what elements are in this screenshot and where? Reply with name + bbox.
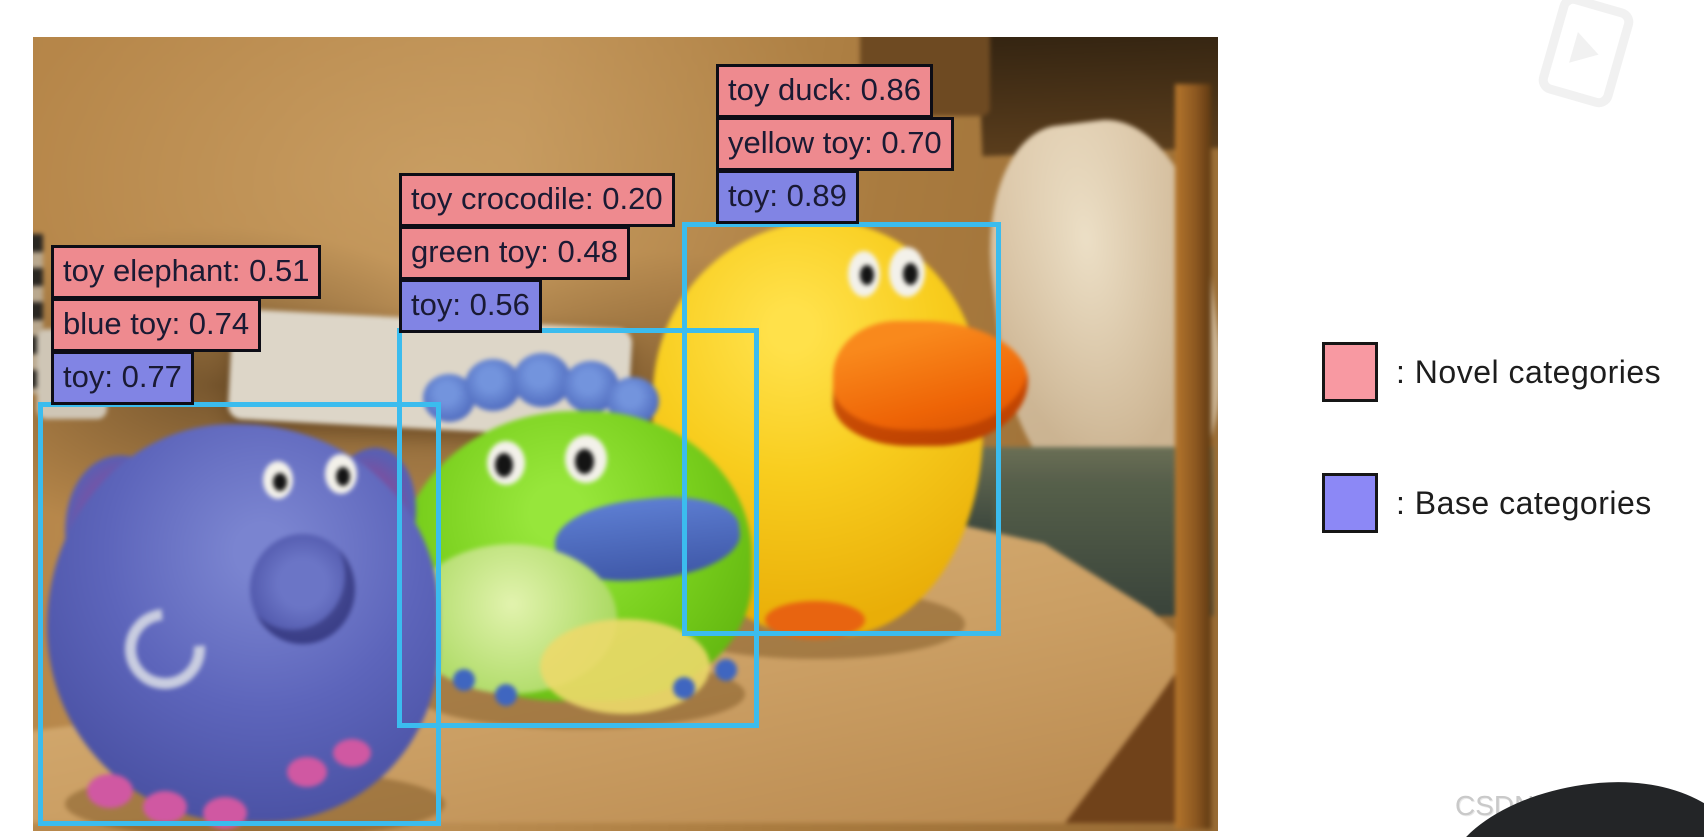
base-color-swatch — [1322, 473, 1378, 533]
elephant-toe-5 — [333, 739, 371, 767]
legend-label-base: : Base categories — [1396, 484, 1652, 521]
crocodile-toe-2 — [495, 684, 517, 706]
bilibili-logo-icon — [1535, 0, 1637, 111]
label-toy-duck: toy duck: 0.86 — [716, 64, 934, 118]
photo-wood-post — [1175, 84, 1211, 829]
bounding-box-elephant — [38, 402, 441, 826]
label-toy-56: toy: 0.56 — [399, 279, 542, 333]
detection-photo: toy elephant: 0.51 blue toy: 0.74 toy: 0… — [33, 37, 1218, 831]
duck-eye-right — [889, 247, 925, 297]
elephant-eye-left — [263, 461, 293, 499]
label-toy-crocodile: toy crocodile: 0.20 — [399, 173, 675, 227]
photo-left-edge-object — [33, 234, 43, 394]
label-yellow-toy: yellow toy: 0.70 — [716, 117, 954, 171]
legend-row-novel: : Novel categories — [1322, 342, 1661, 402]
novel-color-swatch — [1322, 342, 1378, 402]
crocodile-toe-1 — [453, 669, 475, 691]
bounding-box-duck — [682, 222, 1001, 636]
elephant-toe-4 — [287, 757, 327, 787]
label-green-toy: green toy: 0.48 — [399, 226, 630, 280]
elephant-eye-right — [325, 454, 357, 494]
crocodile-crest-2 — [465, 359, 521, 411]
photo-scene — [33, 37, 1218, 831]
legend-row-base: : Base categories — [1322, 473, 1652, 533]
crocodile-eye-right — [565, 435, 607, 483]
label-toy-77: toy: 0.77 — [51, 351, 194, 405]
legend-label-novel: : Novel categories — [1396, 353, 1662, 390]
bounding-box-crocodile — [397, 328, 759, 728]
toy-elephant-body — [47, 424, 439, 822]
elephant-toe-2 — [143, 791, 187, 823]
crocodile-toe-3 — [673, 677, 695, 699]
play-triangle-icon — [1569, 32, 1603, 70]
elephant-trunk — [250, 534, 355, 644]
duck-beak — [833, 321, 1028, 446]
label-toy-89: toy: 0.89 — [716, 170, 859, 224]
elephant-toe-1 — [87, 774, 133, 808]
label-blue-toy: blue toy: 0.74 — [51, 298, 262, 352]
label-toy-elephant: toy elephant: 0.51 — [51, 245, 322, 299]
crocodile-crest-3 — [513, 353, 571, 407]
crocodile-eye-left — [487, 441, 525, 485]
crocodile-toe-4 — [715, 659, 737, 681]
duck-eye-left — [848, 251, 880, 297]
